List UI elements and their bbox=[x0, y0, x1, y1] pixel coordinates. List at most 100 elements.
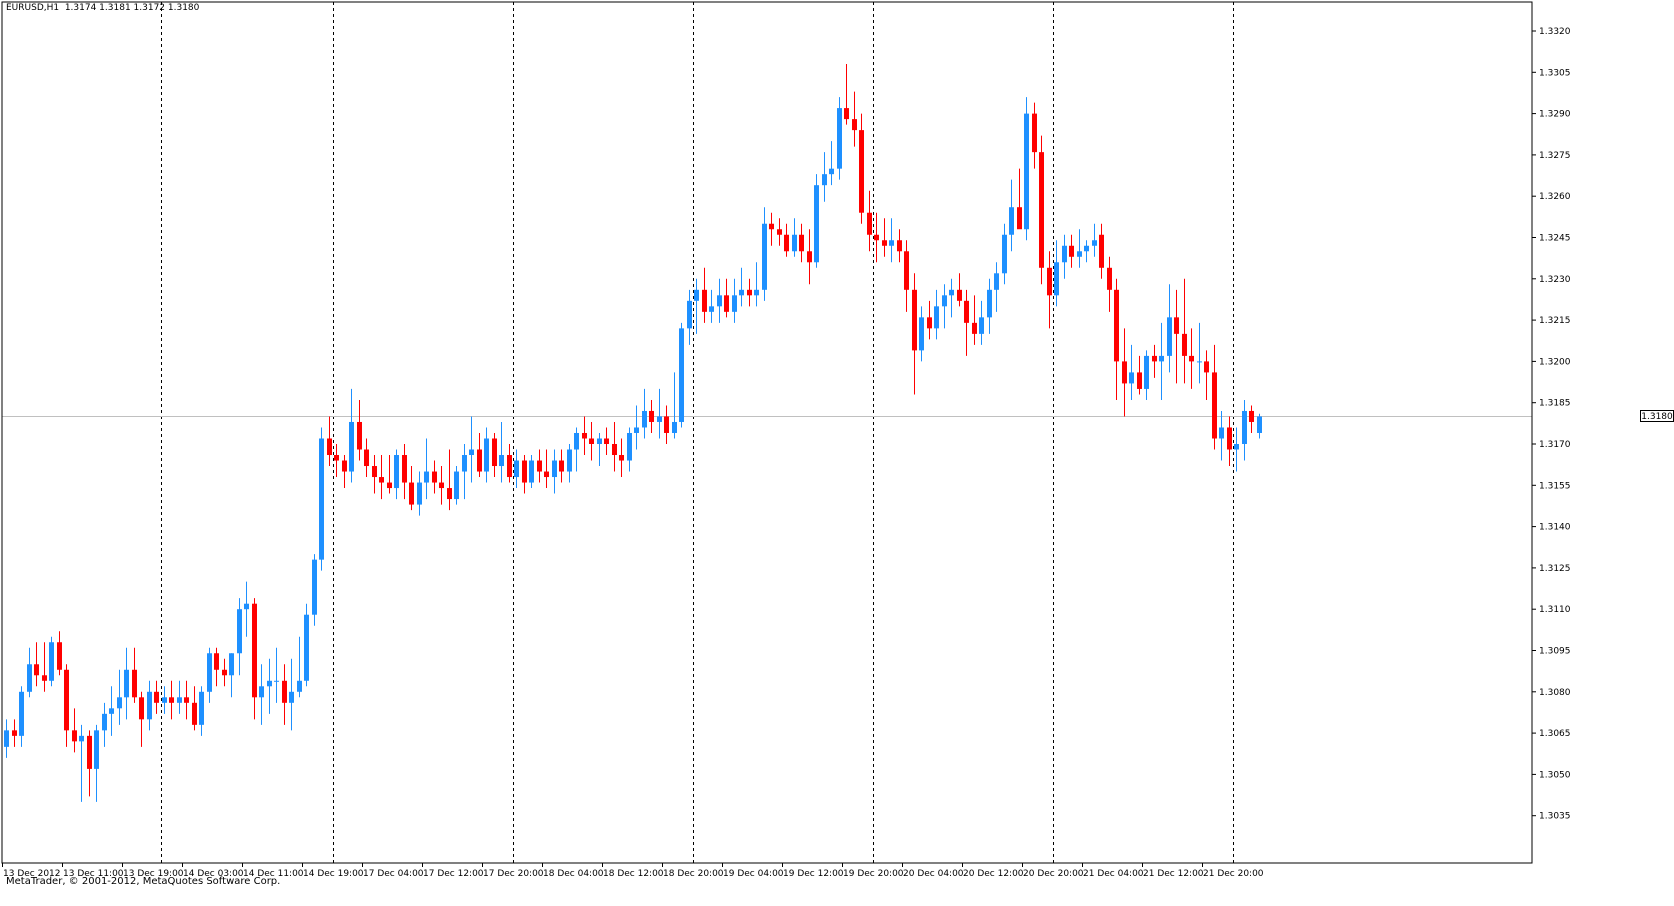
candle bbox=[1047, 251, 1052, 329]
candle bbox=[957, 273, 962, 307]
candle bbox=[394, 449, 399, 500]
candle bbox=[244, 581, 249, 637]
candle bbox=[1017, 168, 1022, 230]
candle bbox=[522, 455, 527, 494]
candle bbox=[1167, 284, 1172, 373]
candle bbox=[1039, 135, 1044, 285]
candle bbox=[147, 680, 152, 731]
candle bbox=[4, 719, 9, 758]
candle bbox=[1242, 399, 1247, 461]
candle bbox=[1257, 413, 1262, 439]
candle-body bbox=[1137, 372, 1142, 389]
candle-body bbox=[192, 702, 197, 725]
candle-body bbox=[784, 234, 789, 252]
candle bbox=[64, 664, 69, 747]
candle bbox=[364, 438, 369, 478]
candle bbox=[739, 267, 744, 307]
candle bbox=[409, 466, 414, 511]
y-tick-label: 1.3170 bbox=[1539, 440, 1571, 450]
candle bbox=[597, 432, 602, 467]
candle bbox=[1204, 350, 1209, 400]
candle bbox=[649, 399, 654, 433]
candle bbox=[732, 278, 737, 323]
candle-body bbox=[342, 460, 347, 472]
candle bbox=[1144, 350, 1149, 400]
candle bbox=[529, 455, 534, 489]
candle bbox=[604, 427, 609, 456]
x-tick-label: 13 Dec 2012 bbox=[3, 869, 61, 879]
candle-body bbox=[957, 289, 962, 301]
candle-body bbox=[1024, 113, 1029, 230]
x-tick-label: 20 Dec 12:00 bbox=[963, 869, 1024, 879]
candle bbox=[507, 444, 512, 483]
candle bbox=[1032, 102, 1037, 169]
x-tick-label: 17 Dec 20:00 bbox=[483, 869, 544, 879]
candle-body bbox=[897, 240, 902, 252]
candle-body bbox=[1099, 234, 1104, 268]
candle bbox=[987, 278, 992, 334]
candle bbox=[844, 64, 849, 125]
current-price-tag: 1.3180 bbox=[1640, 410, 1674, 423]
candle bbox=[807, 229, 812, 285]
candle-body bbox=[1009, 207, 1014, 235]
candle bbox=[612, 421, 617, 472]
candle-body bbox=[94, 730, 99, 769]
candle-body bbox=[49, 642, 54, 681]
candle bbox=[589, 421, 594, 461]
candle-body bbox=[34, 664, 39, 676]
candle-body bbox=[724, 295, 729, 312]
candle bbox=[154, 680, 159, 714]
candle bbox=[72, 708, 77, 753]
candle-body bbox=[732, 295, 737, 312]
candle-body bbox=[327, 438, 332, 456]
candle bbox=[919, 306, 924, 362]
candle bbox=[724, 278, 729, 318]
candle-body bbox=[477, 449, 482, 472]
candle-body bbox=[199, 691, 204, 725]
candle bbox=[934, 289, 939, 340]
candle-body bbox=[807, 251, 812, 263]
candle bbox=[537, 449, 542, 483]
candle-body bbox=[642, 410, 647, 428]
candle bbox=[139, 691, 144, 747]
candle-body bbox=[1114, 289, 1119, 362]
x-tick-label: 21 Dec 12:00 bbox=[1143, 869, 1204, 879]
candle-body bbox=[357, 421, 362, 450]
candle bbox=[882, 218, 887, 257]
candle-body bbox=[102, 713, 107, 731]
candle-body bbox=[402, 455, 407, 483]
vertical-grid bbox=[161, 2, 1234, 863]
candle-body bbox=[1039, 152, 1044, 268]
candle-body bbox=[42, 675, 47, 681]
candle-body bbox=[1032, 113, 1037, 153]
candle-body bbox=[619, 455, 624, 461]
y-tick-label: 1.3095 bbox=[1539, 647, 1571, 657]
candle bbox=[492, 432, 497, 478]
candle-body bbox=[19, 691, 24, 736]
candle-body bbox=[1212, 372, 1217, 439]
candle-body bbox=[417, 482, 422, 505]
candle bbox=[267, 658, 272, 714]
candle bbox=[79, 724, 84, 802]
candle bbox=[237, 598, 242, 676]
candle bbox=[1069, 234, 1074, 268]
candle bbox=[57, 631, 62, 676]
x-tick-label: 14 Dec 03:00 bbox=[183, 869, 244, 879]
candle-body bbox=[222, 669, 227, 676]
x-tick-label: 20 Dec 20:00 bbox=[1023, 869, 1084, 879]
y-tick-label: 1.3110 bbox=[1539, 605, 1571, 615]
candle-body bbox=[754, 289, 759, 296]
candle-body bbox=[1227, 427, 1232, 450]
x-tick-label: 17 Dec 12:00 bbox=[423, 869, 484, 879]
candle bbox=[1174, 289, 1179, 384]
candle bbox=[1024, 97, 1029, 241]
candle-body bbox=[1234, 444, 1239, 450]
candle bbox=[1197, 322, 1202, 384]
candle-body bbox=[964, 300, 969, 323]
x-tick-label: 18 Dec 20:00 bbox=[663, 869, 724, 879]
x-tick-label: 14 Dec 19:00 bbox=[303, 869, 364, 879]
y-tick-label: 1.3035 bbox=[1539, 812, 1571, 822]
candle-body bbox=[1069, 245, 1074, 257]
